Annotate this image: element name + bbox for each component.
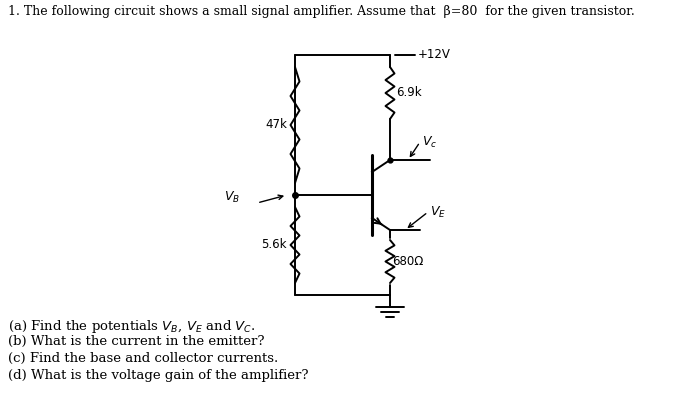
Text: 680Ω: 680Ω xyxy=(392,255,424,268)
Text: 6.9k: 6.9k xyxy=(396,87,421,100)
Text: $V_E$: $V_E$ xyxy=(430,205,446,220)
Text: 1. The following circuit shows a small signal amplifier. Assume that  β=80  for : 1. The following circuit shows a small s… xyxy=(8,5,635,18)
Text: $V_B$: $V_B$ xyxy=(224,190,240,205)
Text: 5.6k: 5.6k xyxy=(262,239,287,252)
Text: (a) Find the potentials $V_B$, $V_E$ and $V_C$.: (a) Find the potentials $V_B$, $V_E$ and… xyxy=(8,318,255,335)
Text: 47k: 47k xyxy=(265,118,287,132)
Text: (c) Find the base and collector currents.: (c) Find the base and collector currents… xyxy=(8,352,279,365)
Text: (d) What is the voltage gain of the amplifier?: (d) What is the voltage gain of the ampl… xyxy=(8,369,309,382)
Text: +12V: +12V xyxy=(418,49,451,62)
Text: (b) What is the current in the emitter?: (b) What is the current in the emitter? xyxy=(8,335,265,348)
Text: $V_c$: $V_c$ xyxy=(422,134,438,150)
